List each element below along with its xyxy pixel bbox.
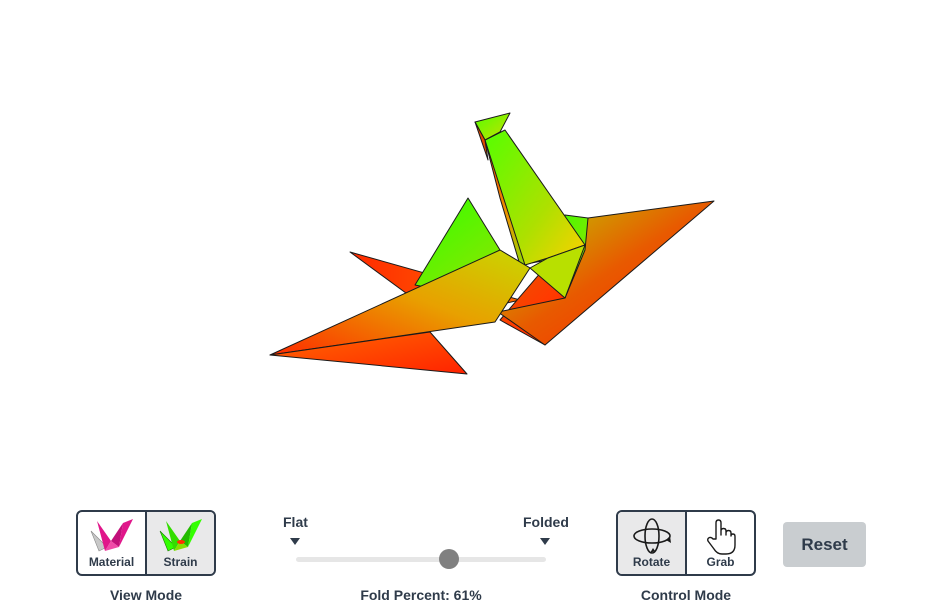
origami-viewport[interactable] <box>0 0 927 500</box>
strain-view-label: Strain <box>163 555 198 569</box>
grab-mode-button[interactable]: Grab <box>685 512 754 574</box>
material-view-button[interactable]: Material <box>78 512 145 574</box>
origami-crane-model[interactable] <box>0 0 927 500</box>
strain-view-button[interactable]: Strain <box>145 512 214 574</box>
rotate-mode-button[interactable]: Rotate <box>618 512 685 574</box>
folded-marker-icon <box>540 538 550 545</box>
material-view-label: Material <box>88 555 135 569</box>
fold-slider-thumb[interactable] <box>438 549 459 569</box>
control-mode-toggle: Rotate Grab <box>616 510 756 576</box>
fold-slider-track[interactable] <box>296 557 546 562</box>
fold-percent-caption: Fold Percent: 61% <box>360 587 482 603</box>
grab-mode-label: Grab <box>706 555 735 569</box>
rotate-mode-label: Rotate <box>632 555 671 569</box>
strain-crane-icon <box>158 517 204 560</box>
hand-grab-icon <box>704 517 738 562</box>
rotate-orbit-icon <box>631 517 673 560</box>
fold-max-label: Folded <box>523 514 569 530</box>
control-mode-caption: Control Mode <box>640 587 732 603</box>
material-crane-icon <box>89 517 135 560</box>
flat-marker-icon <box>290 538 300 545</box>
fold-min-label: Flat <box>283 514 308 530</box>
view-mode-caption: View Mode <box>109 587 183 603</box>
reset-button[interactable]: Reset <box>783 522 866 567</box>
view-mode-toggle: Material Strain <box>76 510 216 576</box>
